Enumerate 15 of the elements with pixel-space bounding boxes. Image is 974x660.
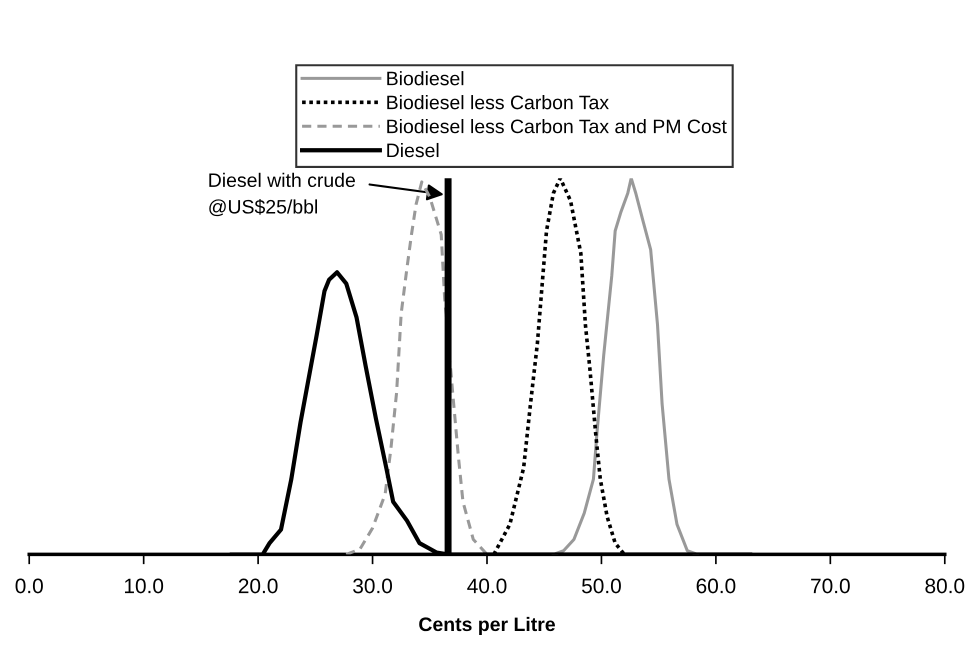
legend-label: Biodiesel less Carbon Tax [387,95,609,110]
x-tick-label: 70.0 [811,578,850,594]
legend-label: Biodiesel [387,71,464,86]
x-tick-label: 0.0 [16,578,43,594]
x-tick-label: 60.0 [696,578,736,594]
legend-label: Diesel [387,142,438,158]
x-tick-label: 30.0 [353,578,392,594]
ref-line-label: Diesel with crude @US$25/bbl [209,172,355,216]
x-tick-label: 50.0 [582,578,621,594]
x-tick-label: 80.0 [925,578,964,594]
x-tick-label: 20.0 [238,578,278,594]
x-tick-label: 40.0 [467,578,506,594]
x-tick-label: 10.0 [124,578,164,594]
legend-label: Biodiesel less Carbon Tax and PM Cost [387,118,727,134]
x-axis-title: Cents per Litre [419,616,555,635]
